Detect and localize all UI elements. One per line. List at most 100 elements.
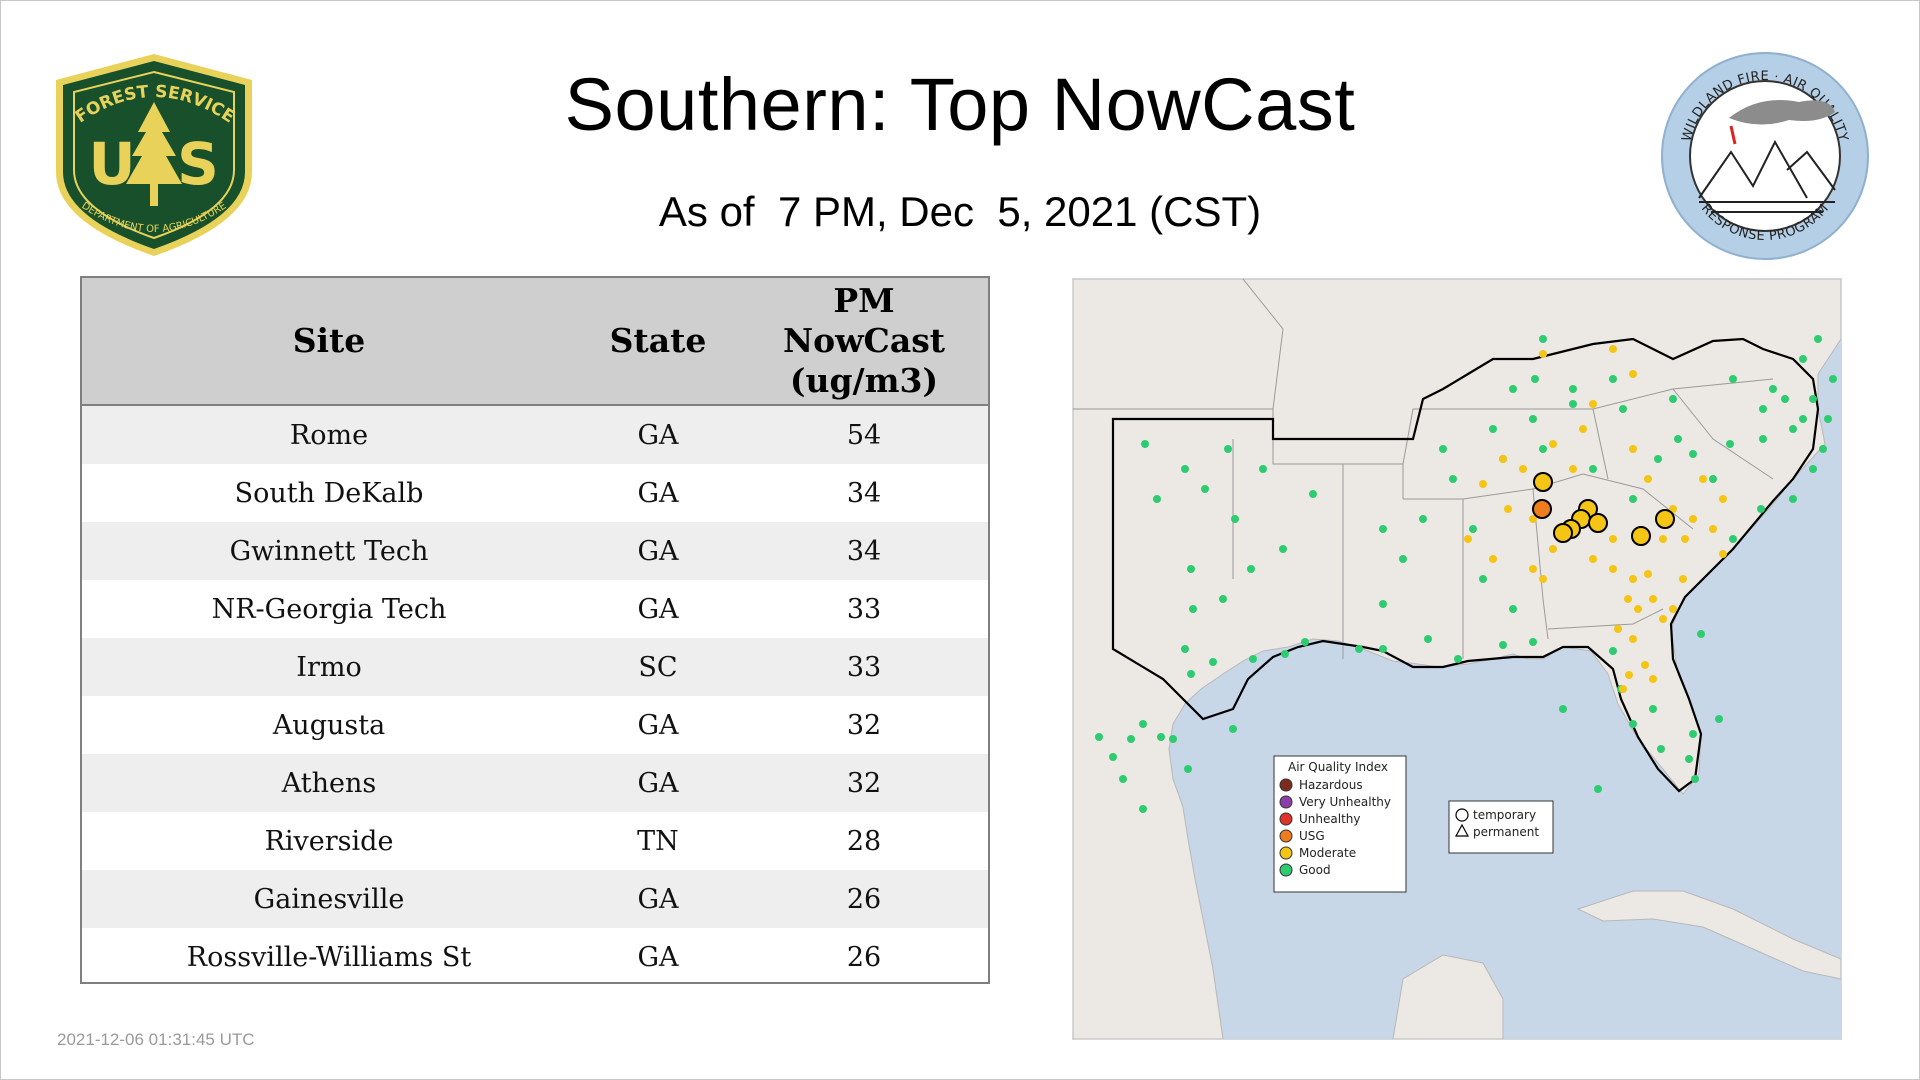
monitor-dot-moderate	[1625, 671, 1633, 679]
monitor-dot-good	[1127, 735, 1135, 743]
monitor-dot-moderate	[1609, 565, 1617, 573]
region-outline	[1111, 337, 1820, 793]
monitor-dot-moderate	[1629, 445, 1637, 453]
monitor-dot-moderate	[1504, 505, 1512, 513]
table-row: Gainesville GA 26	[82, 870, 988, 928]
monitor-dot-good	[1509, 605, 1517, 613]
wildland-fire-logo: WILDLAND FIRE · AIR QUALITY RESPONSE PRO…	[1659, 50, 1871, 262]
monitor-dot-moderate	[1629, 370, 1637, 378]
air-quality-map: Air Quality Index Hazardous Very Unhealth…	[1072, 278, 1842, 1040]
column-header-pm-nowcast: PM NowCast (ug/m3)	[740, 278, 988, 406]
monitor-dot-good	[1424, 635, 1432, 643]
monitor-dot-moderate	[1464, 535, 1472, 543]
cell-site: NR-Georgia Tech	[82, 580, 576, 638]
monitor-dot-good	[1439, 445, 1447, 453]
monitor-dot-good	[1691, 775, 1699, 783]
monitor-dot-moderate	[1719, 550, 1727, 558]
monitor-dot-good	[1279, 545, 1287, 553]
monitor-dot-moderate	[1641, 661, 1649, 669]
monitor-dot-good	[1619, 405, 1627, 413]
monitor-dot-good	[1789, 495, 1797, 503]
monitor-dot-good	[1809, 465, 1817, 473]
legend-temporary: temporary	[1473, 808, 1536, 822]
monitor-type-legend: temporary permanent	[1448, 800, 1554, 854]
monitor-dot-moderate	[1679, 575, 1687, 583]
monitor-dot-good	[1709, 475, 1717, 483]
cell-pm: 32	[740, 696, 988, 754]
monitor-dot-good	[1729, 375, 1737, 383]
monitor-dot-good	[1499, 641, 1507, 649]
monitor-dot-good	[1685, 755, 1693, 763]
monitor-dot-moderate	[1634, 605, 1642, 613]
temporary-circle-icon	[1455, 808, 1469, 822]
monitor-dot-top-site	[1532, 499, 1552, 519]
monitor-dot-good	[1609, 375, 1617, 383]
monitor-dot-moderate	[1644, 570, 1652, 578]
table-row: NR-Georgia Tech GA 33	[82, 580, 988, 638]
monitor-dot-good	[1379, 645, 1387, 653]
monitor-dot-good	[1419, 515, 1427, 523]
monitor-dot-good	[1697, 630, 1705, 638]
monitor-dot-good	[1729, 535, 1737, 543]
cell-site: Irmo	[82, 638, 576, 696]
cell-pm: 33	[740, 638, 988, 696]
monitor-dot-good	[1669, 395, 1677, 403]
monitor-dot-good	[1479, 575, 1487, 583]
monitor-dot-good	[1309, 490, 1317, 498]
monitor-dot-moderate	[1689, 515, 1697, 523]
monitor-dot-moderate	[1539, 350, 1547, 358]
monitor-dot-moderate	[1669, 605, 1677, 613]
monitor-dot-good	[1469, 525, 1477, 533]
cell-pm: 33	[740, 580, 988, 638]
monitor-dot-moderate	[1709, 525, 1717, 533]
monitor-dot-good	[1187, 565, 1195, 573]
legend-swatch-hazardous	[1279, 778, 1293, 792]
monitor-dot-good	[1726, 440, 1734, 448]
monitor-dot-good	[1569, 385, 1577, 393]
monitor-dot-good	[1759, 435, 1767, 443]
permanent-triangle-icon	[1454, 823, 1470, 837]
legend-swatch-good	[1279, 863, 1293, 877]
cell-state: SC	[576, 638, 740, 696]
monitor-dot-moderate	[1629, 635, 1637, 643]
monitor-dot-good	[1674, 435, 1682, 443]
monitor-dot-moderate	[1579, 425, 1587, 433]
monitor-dot-good	[1629, 720, 1637, 728]
forest-service-logo: FOREST SERVICE U S DEPARTMENT OF AGRICUL…	[52, 52, 256, 258]
legend-swatch-unhealthy	[1279, 812, 1293, 826]
legend-swatch-very-unhealthy	[1279, 795, 1293, 809]
monitor-dot-moderate	[1644, 475, 1652, 483]
cell-state: GA	[576, 754, 740, 812]
legend-swatch-moderate	[1279, 846, 1293, 860]
table-row: Rome GA 54	[82, 405, 988, 464]
monitor-dot-moderate	[1659, 535, 1667, 543]
monitor-dot-moderate	[1529, 515, 1537, 523]
monitor-dot-good	[1153, 495, 1161, 503]
monitor-dot-good	[1259, 465, 1267, 473]
page-title: Southern: Top NowCast	[564, 63, 1356, 146]
monitor-dot-moderate	[1609, 345, 1617, 353]
table-row: Gwinnett Tech GA 34	[82, 522, 988, 580]
monitor-dot-moderate	[1609, 535, 1617, 543]
pm-header-line2: NowCast	[782, 321, 946, 360]
table-row: Augusta GA 32	[82, 696, 988, 754]
legend-swatch-usg	[1279, 829, 1293, 843]
monitor-dot-good	[1187, 670, 1195, 678]
monitor-dot-good	[1224, 445, 1232, 453]
cell-pm: 34	[740, 464, 988, 522]
monitor-dot-good	[1209, 658, 1217, 666]
cell-pm: 28	[740, 812, 988, 870]
monitor-dot-moderate	[1539, 575, 1547, 583]
cell-site: Gainesville	[82, 870, 576, 928]
legend-label: Hazardous	[1299, 778, 1363, 792]
monitor-dot-top-site	[1533, 472, 1553, 492]
monitor-dot-good	[1799, 415, 1807, 423]
monitor-dot-good	[1379, 600, 1387, 608]
monitor-dot-moderate	[1719, 495, 1727, 503]
monitor-dot-good	[1169, 735, 1177, 743]
monitor-dot-moderate	[1649, 675, 1657, 683]
legend-title: Air Quality Index	[1288, 760, 1388, 774]
monitor-dot-good	[1594, 785, 1602, 793]
svg-text:S: S	[177, 130, 219, 198]
table-header-row: Site State PM NowCast (ug/m3)	[82, 278, 988, 406]
